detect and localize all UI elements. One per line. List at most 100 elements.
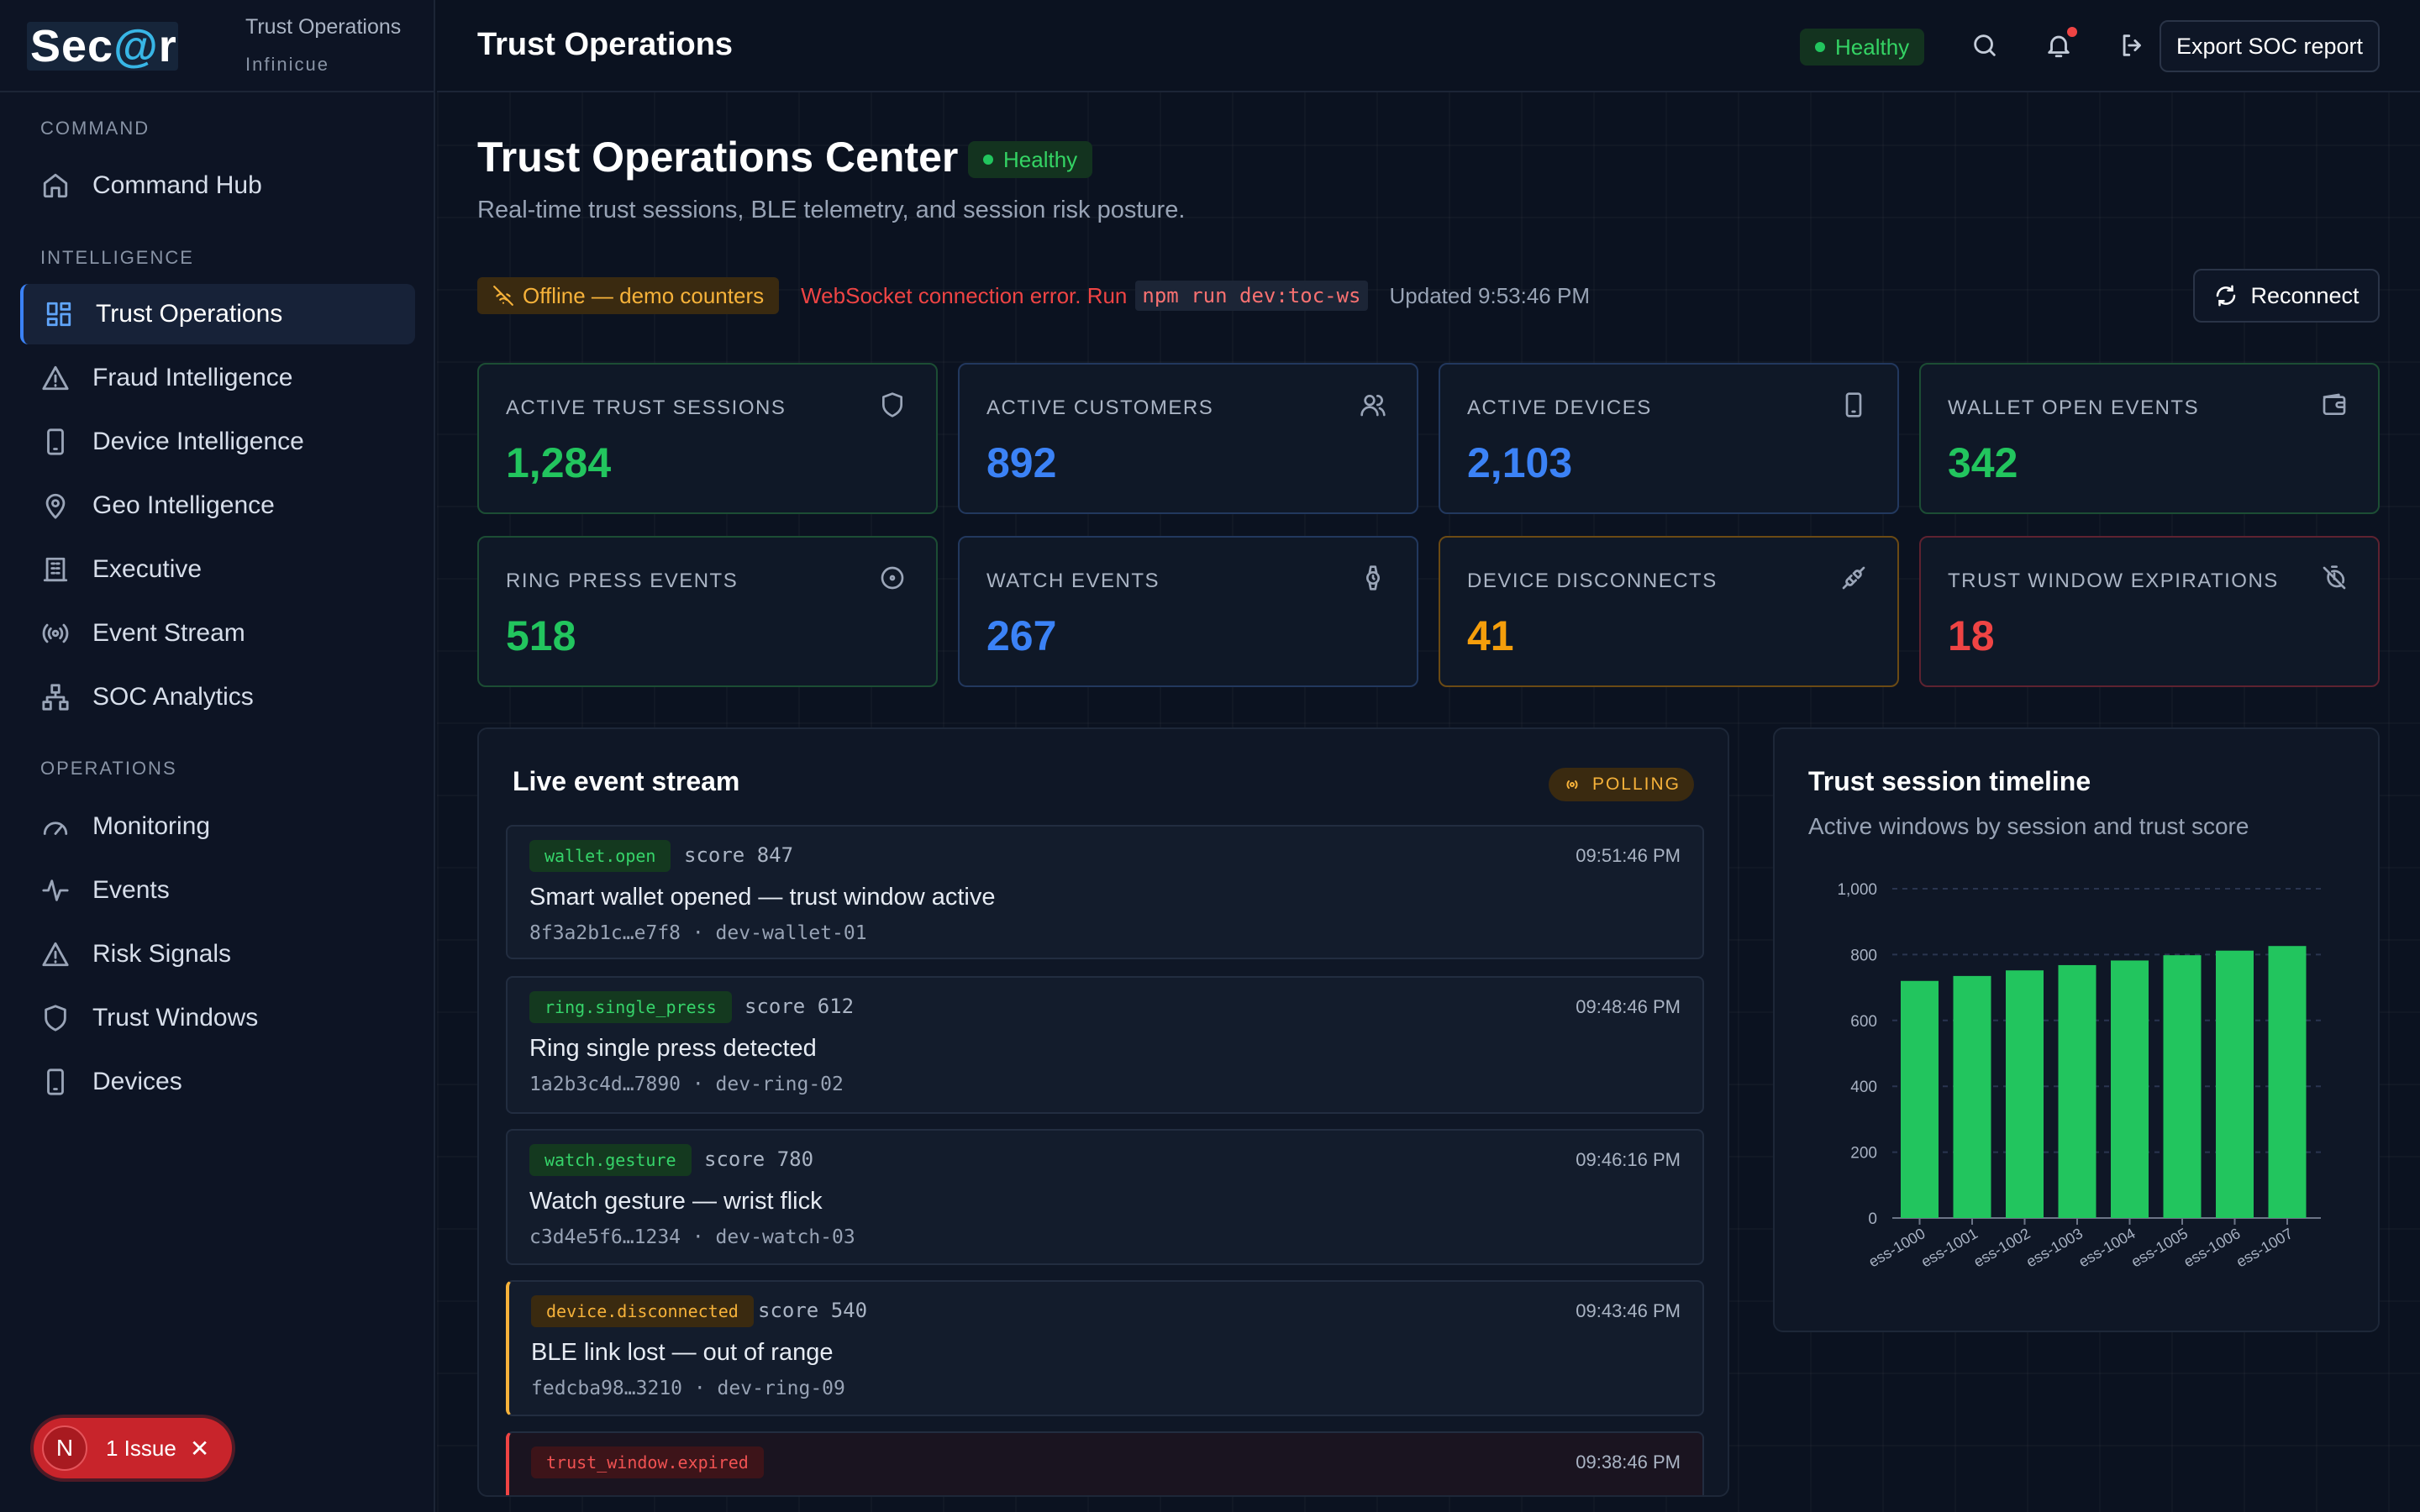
event-item[interactable]: device.disconnected score 540 09:43:46 P… — [506, 1280, 1704, 1416]
sidebar-item-label: Device Intelligence — [92, 428, 304, 455]
map-pin-icon — [40, 491, 71, 521]
metric-card-device-disconnects: DEVICE DISCONNECTS 41 — [1439, 536, 1899, 687]
search-icon[interactable] — [1968, 29, 2002, 62]
sidebar-item-command-hub[interactable]: Command Hub — [20, 155, 415, 216]
event-item[interactable]: ring.single_press score 612 09:48:46 PM … — [506, 976, 1704, 1114]
metric-value: 342 — [1948, 439, 2018, 486]
offline-badge: Offline — demo counters — [477, 277, 780, 314]
event-type-tag: watch.gesture — [529, 1144, 692, 1176]
y-tick-label: 400 — [1850, 1079, 1877, 1096]
sidebar-item-soc-analytics[interactable]: SOC Analytics — [20, 667, 415, 727]
sidebar-item-risk-signals[interactable]: Risk Signals — [20, 924, 415, 984]
chart-title: Trust session timeline — [1808, 766, 2091, 796]
issues-label: 1 Issue — [106, 1435, 176, 1461]
updated-timestamp: Updated 9:53:46 PM — [1389, 282, 1591, 308]
event-item[interactable]: trust_window.expired 09:38:46 PM — [506, 1431, 1704, 1495]
metric-card-ring-press-events: RING PRESS EVENTS 518 — [477, 536, 938, 687]
sidebar-item-geo-intelligence[interactable]: Geo Intelligence — [20, 475, 415, 536]
event-meta: c3d4e5f6…1234 · dev-watch-03 — [529, 1226, 855, 1248]
sidebar-item-label: Trust Operations — [96, 300, 283, 328]
issues-indicator[interactable]: N 1 Issue ✕ — [34, 1418, 232, 1478]
event-type-tag: trust_window.expired — [531, 1446, 764, 1478]
topbar-title: Trust Operations — [477, 27, 734, 62]
logout-icon[interactable] — [2116, 29, 2149, 62]
home-icon — [40, 171, 71, 201]
system-status-badge: Healthy — [1800, 29, 1925, 66]
shield-icon — [40, 1003, 71, 1033]
metric-card-watch-events: WATCH EVENTS 267 — [958, 536, 1418, 687]
reconnect-button[interactable]: Reconnect — [2193, 269, 2380, 323]
logo-text-at: @ — [113, 21, 159, 71]
brand-header: Sec @ r Trust Operations Infinicue — [0, 0, 434, 92]
metric-value: 518 — [506, 612, 576, 659]
event-time: 09:46:16 PM — [1576, 1149, 1681, 1170]
sidebar-item-label: Trust Windows — [92, 1004, 259, 1032]
bar-chart: 02004006008001,000ess-1000ess-1001ess-10… — [1837, 881, 2321, 1270]
sidebar-item-label: Events — [92, 876, 170, 904]
network-icon — [40, 682, 71, 712]
event-type-tag: device.disconnected — [531, 1295, 754, 1327]
metric-value: 41 — [1467, 612, 1514, 659]
stream-title: Live event stream — [513, 766, 740, 796]
y-tick-label: 200 — [1850, 1145, 1877, 1163]
secar-logo[interactable]: Sec @ r — [27, 21, 178, 71]
x-tick-label: ess-1001 — [1918, 1225, 1981, 1270]
unplug-icon — [1840, 564, 1870, 595]
shield-icon — [879, 391, 909, 422]
issues-avatar: N — [42, 1425, 87, 1471]
event-score: score 847 — [684, 843, 794, 867]
page-status-badge: Healthy — [968, 141, 1093, 178]
gauge-icon — [40, 811, 71, 842]
event-score: score 540 — [758, 1299, 868, 1322]
x-tick-label: ess-1002 — [1970, 1225, 2033, 1270]
metric-label: ACTIVE CUSTOMERS — [986, 396, 1214, 419]
sidebar-item-device-intelligence[interactable]: Device Intelligence — [20, 412, 415, 472]
sidebar-item-trust-windows[interactable]: Trust Windows — [20, 988, 415, 1048]
metric-value: 1,284 — [506, 439, 612, 486]
metric-value: 18 — [1948, 612, 1995, 659]
status-label: Healthy — [1003, 146, 1078, 172]
main-content: Trust Operations Healthy Export SOC repo… — [437, 0, 2420, 1512]
sidebar-item-label: Executive — [92, 555, 203, 583]
sidebar-item-events[interactable]: Events — [20, 860, 415, 921]
close-icon[interactable]: ✕ — [189, 1435, 210, 1462]
chart-bar — [2163, 955, 2202, 1218]
trust-session-timeline-panel: Trust session timeline Active windows by… — [1773, 727, 2380, 1332]
bell-icon[interactable] — [2042, 27, 2077, 62]
chart-bar — [1901, 980, 1939, 1218]
event-type-tag: ring.single_press — [529, 991, 732, 1023]
export-soc-report-button[interactable]: Export SOC report — [2160, 20, 2380, 72]
metric-label: WATCH EVENTS — [986, 570, 1160, 592]
event-item[interactable]: wallet.open score 847 09:51:46 PM Smart … — [506, 825, 1704, 959]
sidebar-item-devices[interactable]: Devices — [20, 1052, 415, 1112]
y-tick-label: 1,000 — [1837, 881, 1877, 899]
status-dot — [1815, 42, 1825, 52]
chart-bar — [1953, 975, 1991, 1218]
metric-value: 892 — [986, 439, 1057, 486]
x-tick-label: ess-1005 — [2128, 1225, 2191, 1270]
phone-icon — [1840, 391, 1870, 422]
event-time: 09:38:46 PM — [1576, 1452, 1681, 1473]
sidebar-item-event-stream[interactable]: Event Stream — [20, 603, 415, 664]
event-item[interactable]: watch.gesture score 780 09:46:16 PM Watc… — [506, 1129, 1704, 1265]
wallet-icon — [2321, 391, 2351, 422]
metric-label: ACTIVE TRUST SESSIONS — [506, 396, 786, 419]
metric-label: RING PRESS EVENTS — [506, 570, 739, 592]
chart-bar — [2058, 964, 2096, 1218]
notification-dot — [2067, 27, 2077, 37]
sidebar-item-fraud-intelligence[interactable]: Fraud Intelligence — [20, 348, 415, 408]
metric-card-wallet-open-events: WALLET OPEN EVENTS 342 — [1919, 363, 2380, 514]
reconnect-label: Reconnect — [2250, 282, 2360, 308]
page-subtitle: Real-time trust sessions, BLE telemetry,… — [477, 197, 1186, 223]
sidebar-item-label: Risk Signals — [92, 940, 232, 968]
sidebar-item-executive[interactable]: Executive — [20, 539, 415, 600]
sidebar-item-trust-operations[interactable]: Trust Operations — [20, 284, 415, 344]
grid-icon — [44, 299, 74, 329]
sidebar-item-label: Fraud Intelligence — [92, 364, 293, 391]
x-tick-label: ess-1003 — [2023, 1225, 2086, 1270]
alert-triangle-icon — [40, 363, 71, 393]
circle-dot-icon — [879, 564, 909, 595]
logo-text-pre: Sec — [30, 21, 114, 71]
sidebar-item-monitoring[interactable]: Monitoring — [20, 796, 415, 857]
timer-off-icon — [2321, 564, 2351, 595]
